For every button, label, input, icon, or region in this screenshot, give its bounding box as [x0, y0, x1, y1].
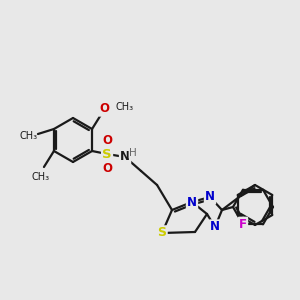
Text: S: S — [102, 148, 112, 160]
Text: CH₃: CH₃ — [32, 172, 50, 182]
Text: O: O — [102, 161, 112, 175]
Text: N: N — [187, 196, 197, 208]
Bar — [230, 180, 280, 230]
Text: F: F — [239, 218, 247, 231]
Text: S: S — [158, 226, 166, 239]
Text: H: H — [129, 148, 137, 158]
Text: CH₃: CH₃ — [115, 102, 133, 112]
Text: O: O — [102, 134, 112, 146]
Text: CH₃: CH₃ — [20, 131, 38, 141]
Text: N: N — [205, 190, 215, 203]
Text: O: O — [99, 103, 109, 116]
Text: N: N — [210, 220, 220, 233]
Text: N: N — [120, 151, 130, 164]
